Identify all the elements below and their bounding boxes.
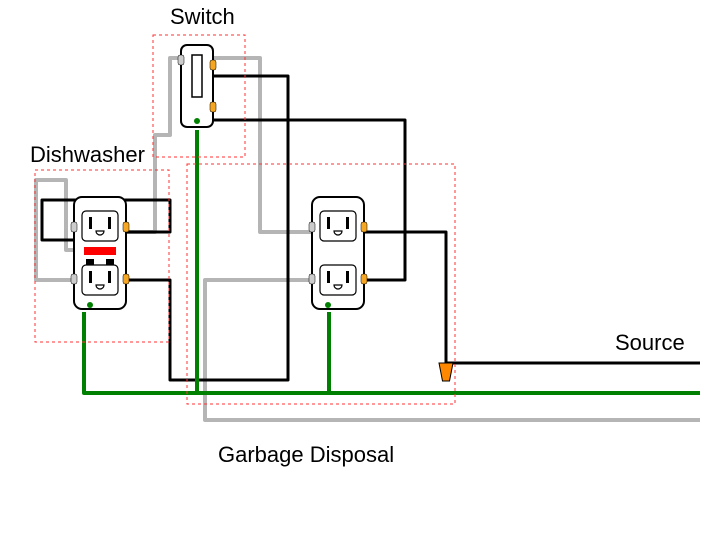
terminal-icon xyxy=(71,274,77,284)
terminal-icon xyxy=(210,60,216,70)
dishwasher-label: Dishwasher xyxy=(30,142,145,168)
terminal-icon xyxy=(361,222,367,232)
gfci-outlet-device xyxy=(74,197,126,309)
terminal-icon xyxy=(123,222,129,232)
ground-screw-icon xyxy=(194,118,200,124)
ground-screw-icon xyxy=(325,302,331,308)
terminal-icon xyxy=(309,222,315,232)
terminal-icon xyxy=(309,274,315,284)
terminal-icon xyxy=(361,274,367,284)
wire xyxy=(213,120,405,280)
switch-device xyxy=(181,45,213,127)
terminal-icon xyxy=(71,222,77,232)
terminal-icon xyxy=(210,102,216,112)
ground-screw-icon xyxy=(87,302,93,308)
terminal-icon xyxy=(178,55,184,65)
wire xyxy=(213,58,312,232)
source-label: Source xyxy=(615,330,685,356)
outlet-device xyxy=(312,197,364,309)
wire-nut-icon xyxy=(439,363,453,381)
terminal-icon xyxy=(123,274,129,284)
gfci-indicator-icon xyxy=(84,247,116,255)
switch-label: Switch xyxy=(170,4,235,30)
garbage-disposal-label: Garbage Disposal xyxy=(218,442,394,468)
